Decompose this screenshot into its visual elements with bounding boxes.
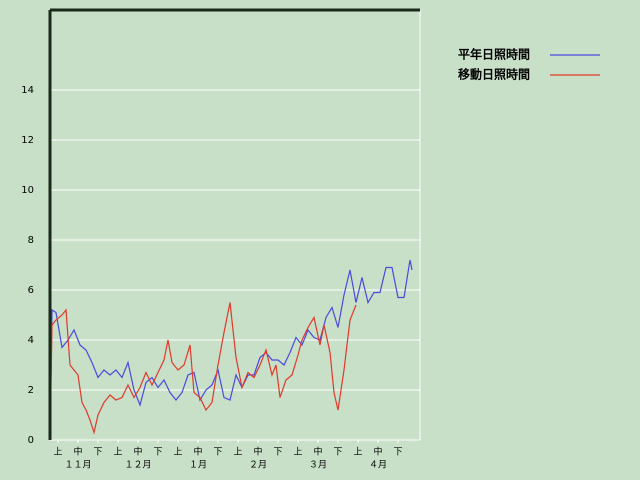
- x-tick-label: 中: [253, 446, 262, 458]
- legend-label: 移動日照時間: [458, 67, 530, 82]
- y-tick-label: 10: [21, 185, 34, 196]
- y-tick-label: 6: [28, 285, 34, 296]
- x-tick-label: 中: [73, 446, 82, 458]
- x-tick-label: 上: [113, 447, 122, 458]
- y-tick-label: 14: [21, 85, 34, 96]
- x-tick-label: 上: [353, 447, 362, 458]
- x-tick-label: 中: [133, 446, 142, 458]
- y-tick-label: 4: [28, 335, 34, 346]
- line-series: [49, 302, 357, 441]
- y-tick-label: 8: [28, 235, 34, 246]
- x-tick-label: 上: [173, 447, 182, 458]
- x-tick-label: 下: [153, 448, 162, 458]
- x-tick-label: 上: [293, 447, 302, 458]
- x-tick-label: 上: [53, 447, 62, 458]
- y-tick-label: 2: [28, 385, 34, 396]
- month-label: ４月: [369, 460, 387, 471]
- x-tick-label: 下: [273, 448, 282, 458]
- x-tick-label: 下: [333, 448, 342, 458]
- x-tick-label: 下: [213, 448, 222, 458]
- y-tick-label: 0: [28, 435, 34, 446]
- line-series: [49, 259, 413, 441]
- month-label: １２月: [124, 460, 151, 471]
- x-tick-label: 中: [373, 446, 382, 458]
- month-label: １月: [189, 460, 207, 471]
- legend-label: 平年日照時間: [458, 47, 530, 62]
- month-label: １１月: [64, 460, 91, 471]
- x-tick-label: 中: [193, 446, 202, 458]
- month-label: ２月: [249, 460, 267, 471]
- x-tick-label: 上: [233, 447, 242, 458]
- x-tick-label: 下: [393, 448, 402, 458]
- x-tick-label: 中: [313, 446, 322, 458]
- month-label: ３月: [309, 460, 327, 471]
- x-tick-label: 下: [93, 448, 102, 458]
- y-tick-label: 12: [21, 135, 34, 146]
